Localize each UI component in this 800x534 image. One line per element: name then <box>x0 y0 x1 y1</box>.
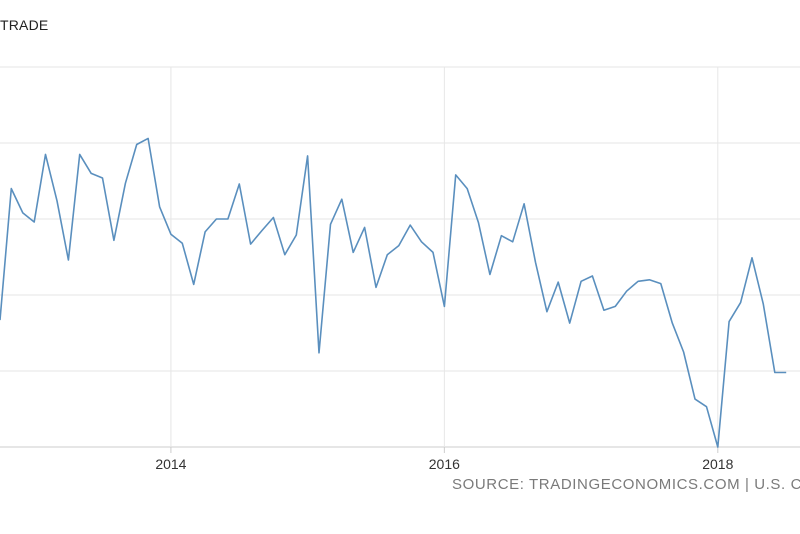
source-attribution[interactable]: SOURCE: TRADINGECONOMICS.COM | U.S. CEN <box>452 476 800 493</box>
x-tick-label: 2016 <box>429 456 460 472</box>
x-axis: 2014 2016 2018 <box>155 447 734 472</box>
x-tick-label: 2014 <box>155 456 186 472</box>
series-line-0[interactable] <box>0 137 787 448</box>
series-group <box>0 137 787 448</box>
gridlines <box>0 66 800 448</box>
x-tick-label: 2018 <box>702 456 733 472</box>
chart-title: TRADE <box>0 17 49 33</box>
